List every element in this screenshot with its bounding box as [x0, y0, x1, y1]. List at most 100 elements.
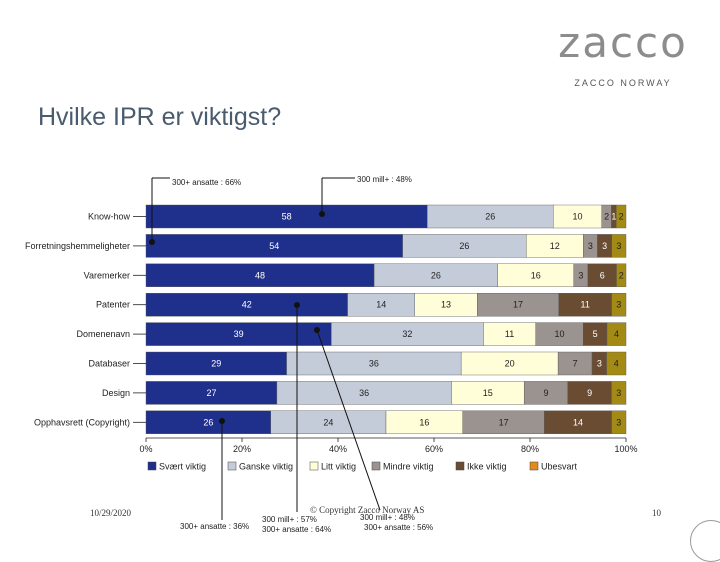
bar-value-label: 12 — [550, 241, 560, 251]
callout-text: 300+ ansatte : 64% — [262, 525, 331, 534]
category-label: Varemerker — [84, 270, 130, 280]
legend-swatch — [227, 461, 237, 471]
category-label: Databaser — [88, 359, 130, 369]
callout-marker — [319, 211, 325, 217]
bar-segment — [606, 351, 627, 376]
axis-layer: Know-how Forretningshemmeligheter Varemerk… — [25, 212, 638, 455]
bar-value-label: 3 — [588, 241, 593, 251]
bar-value-label: 42 — [242, 300, 252, 310]
stacked-bar-chart: 58 26 10 2 1 254 26 12 3 3 348 26 16 3 6 242 14 13 17 11 339… — [25, 175, 638, 534]
callout-marker — [149, 239, 155, 245]
callout-marker — [219, 418, 225, 424]
logo-wordmark: zacco — [558, 18, 688, 67]
bar-segment — [611, 293, 627, 317]
bar-value-label: 3 — [616, 388, 621, 398]
bar-segment — [616, 263, 627, 287]
legend-swatch — [309, 461, 319, 471]
bar-value-label: 9 — [543, 388, 548, 398]
bar-value-label: 26 — [431, 270, 441, 280]
bar-value-label: 48 — [255, 270, 265, 280]
bars-layer: 58 26 10 2 1 254 26 12 3 3 348 26 16 3 6 242 14 13 17 11 339… — [145, 204, 627, 434]
bar-value-label: 3 — [602, 241, 607, 251]
bar-segment — [611, 410, 627, 434]
bar-value-label: 4 — [614, 359, 619, 369]
bar-value-label: 27 — [206, 388, 216, 398]
bar-value-label: 32 — [402, 329, 412, 339]
callout-text: 300+ ansatte : 66% — [172, 178, 241, 187]
bar-value-label: 29 — [211, 359, 221, 369]
legend-swatch — [147, 461, 157, 471]
bar-value-label: 14 — [573, 417, 583, 427]
bar-value-label: 36 — [369, 359, 379, 369]
x-tick-label: 40% — [329, 444, 347, 454]
bar-value-label: 3 — [616, 417, 621, 427]
x-tick-label: 80% — [521, 444, 539, 454]
bar-value-label: 4 — [614, 329, 619, 339]
bar-value-label: 2 — [619, 212, 624, 222]
category-label: Patenter — [96, 300, 130, 310]
legend-swatch — [455, 461, 465, 471]
bar-value-label: 58 — [282, 212, 292, 222]
footer-date: 10/29/2020 — [90, 508, 132, 518]
bar-value-label: 2 — [619, 270, 624, 280]
bar-value-label: 26 — [203, 417, 213, 427]
bar-value-label: 3 — [616, 241, 621, 251]
bar-value-label: 13 — [441, 300, 451, 310]
bar-value-label: 54 — [269, 241, 279, 251]
legend-label: Ikke viktig — [467, 462, 507, 472]
footer-copyright: © Copyright Zacco Norway AS — [310, 505, 425, 515]
bar-value-label: 24 — [323, 417, 333, 427]
bar-value-label: 17 — [499, 417, 509, 427]
bar-segment — [611, 234, 627, 258]
page-curl-decoration — [690, 520, 720, 562]
bar-value-label: 15 — [483, 388, 493, 398]
callout-line — [316, 329, 381, 511]
callout-text: 300 mill+ : 57% — [262, 515, 317, 524]
bar-value-label: 14 — [376, 300, 386, 310]
bar-value-label: 10 — [573, 212, 583, 222]
slide-title: Hvilke IPR er viktigst? — [38, 103, 282, 131]
bar-value-label: 10 — [554, 329, 564, 339]
bar-value-label: 6 — [600, 270, 605, 280]
x-tick-label: 0% — [139, 444, 152, 454]
callout-marker — [294, 302, 300, 308]
bar-value-label: 26 — [459, 241, 469, 251]
bar-value-label: 16 — [531, 270, 541, 280]
legend-label: Ubesvart — [541, 462, 578, 472]
bar-value-label: 2 — [604, 212, 609, 222]
callout-marker — [314, 327, 320, 333]
callout-text: 300+ ansatte : 36% — [180, 522, 249, 531]
legend-label: Litt viktig — [321, 462, 356, 472]
category-label: Opphavsrett (Copyright) — [34, 417, 130, 427]
bar-value-label: 16 — [419, 417, 429, 427]
bar-value-label: 39 — [234, 329, 244, 339]
bar-value-label: 3 — [578, 270, 583, 280]
bar-value-label: 9 — [587, 388, 592, 398]
bar-segment — [616, 204, 627, 229]
bar-value-label: 3 — [597, 359, 602, 369]
callout-text: 300+ ansatte : 56% — [364, 523, 433, 532]
footer-page-number: 10 — [652, 508, 661, 518]
bar-value-label: 36 — [359, 388, 369, 398]
bar-value-label: 7 — [573, 359, 578, 369]
bar-value-label: 11 — [581, 300, 590, 310]
x-tick-label: 20% — [233, 444, 251, 454]
category-label: Forretningshemmeligheter — [25, 241, 130, 251]
legend-layer: Svært viktig Ganske viktig Litt viktig Mind… — [147, 461, 578, 472]
logo-subtitle: ZACCO NORWAY — [574, 78, 672, 88]
x-tick-label: 100% — [614, 444, 637, 454]
bar-value-label: 17 — [513, 300, 523, 310]
bar-value-label: 5 — [593, 329, 598, 339]
bar-value-label: 11 — [505, 329, 514, 339]
legend-swatch — [371, 461, 381, 471]
bar-segment — [606, 322, 627, 346]
category-label: Know-how — [88, 212, 131, 222]
bar-value-label: 3 — [616, 300, 621, 310]
category-label: Design — [102, 388, 130, 398]
category-label: Domenenavn — [76, 329, 130, 339]
legend-label: Svært viktig — [159, 462, 206, 472]
zacco-logo: zacco ZACCO NORWAY — [548, 18, 698, 88]
callout-text: 300 mill+ : 48% — [360, 513, 415, 522]
callout-text: 300 mill+ : 48% — [357, 175, 412, 184]
legend-swatch — [529, 461, 539, 471]
